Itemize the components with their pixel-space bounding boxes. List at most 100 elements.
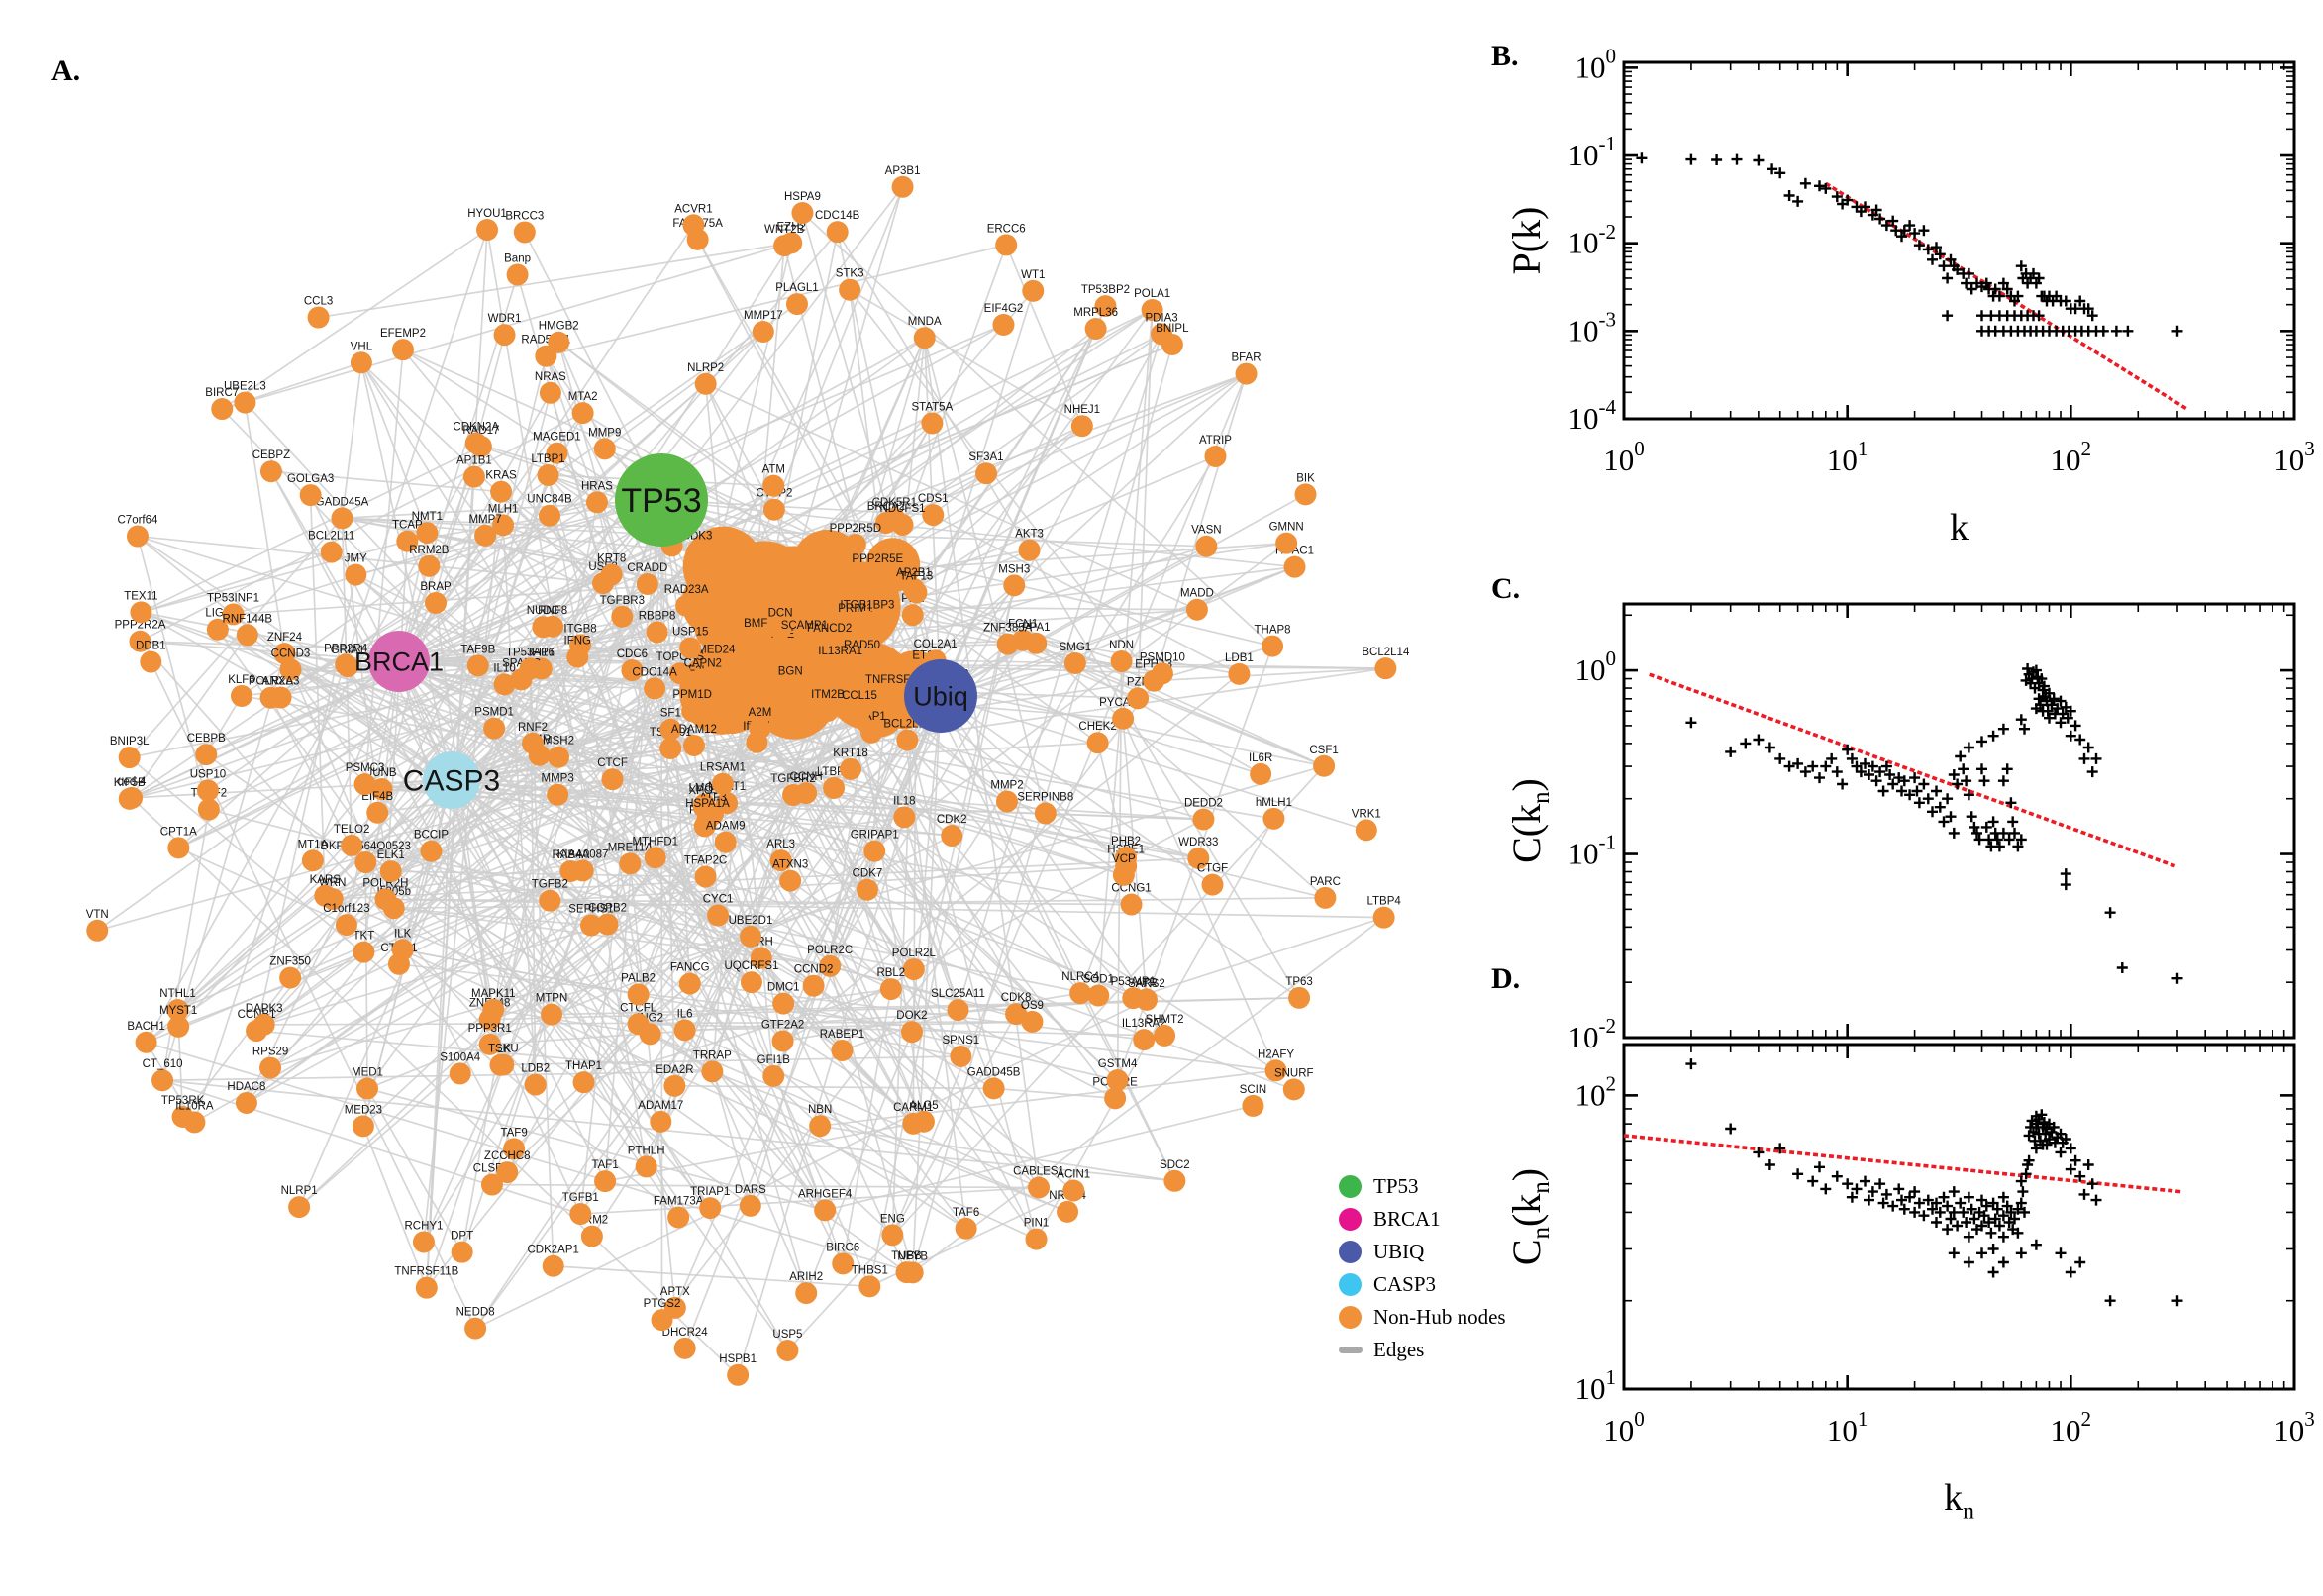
non-hub-node-label: UNC84B: [527, 494, 572, 506]
non-hub-node-circle: [493, 324, 516, 347]
network-node: DAPK3: [246, 1003, 283, 1036]
non-hub-node-label: MTHFD1: [632, 836, 678, 848]
non-hub-node-circle: [773, 235, 796, 257]
panel-b-xtick-label: 102: [2051, 437, 2092, 477]
non-hub-node-label: CCNH: [790, 771, 823, 783]
network-node: GADD45B: [967, 1066, 1021, 1100]
non-hub-node-label: CRADD: [627, 562, 667, 574]
network-edge: [516, 274, 808, 1294]
network-edge: [241, 303, 798, 697]
non-hub-node-label: PARC: [1310, 876, 1341, 888]
panel-b-x-axis-title: k: [1950, 507, 1969, 549]
non-hub-node-circle: [126, 525, 149, 548]
non-hub-node-label: HMGB2: [539, 321, 579, 333]
non-hub-node-label: TP53RK: [161, 1095, 205, 1107]
network-node: BRCC3: [505, 210, 544, 244]
non-hub-node-circle: [1112, 707, 1135, 730]
non-hub-node-label: HYOU1: [467, 208, 507, 220]
network-edge: [324, 331, 764, 897]
non-hub-node-label: USP5: [772, 1329, 802, 1341]
network-node: CDK2: [937, 814, 967, 848]
non-hub-node-circle: [1192, 808, 1215, 831]
network-node: USP10: [190, 768, 226, 802]
non-hub-node-label: SEPHS1: [568, 904, 613, 916]
non-hub-node-label: C7orf64: [118, 515, 159, 527]
network-node: SERPINB8: [1017, 791, 1073, 825]
network-node: MMP17: [744, 310, 783, 344]
network-edge: [579, 645, 826, 1211]
non-hub-node-circle: [675, 594, 698, 617]
non-hub-node-circle: [374, 888, 397, 911]
network-node: DMC1: [767, 982, 799, 1015]
non-hub-node-label: RAB4A: [553, 849, 590, 861]
non-hub-node-circle: [566, 646, 589, 668]
non-hub-node-label: MNDA: [908, 316, 942, 328]
network-edge: [940, 695, 1127, 867]
non-hub-node-circle: [705, 654, 728, 677]
non-hub-node-circle: [823, 776, 846, 799]
non-hub-node-label: PTHLH: [628, 1145, 665, 1156]
non-hub-node-label: CDK5R1: [872, 497, 917, 509]
non-hub-node-label: SHMT2: [1146, 1014, 1184, 1026]
non-hub-node-circle: [490, 480, 513, 503]
network-node: RAD23A: [664, 584, 709, 617]
network-node: BIRC6: [826, 1242, 859, 1275]
non-hub-node-circle: [1141, 299, 1163, 322]
non-hub-node-circle: [506, 263, 529, 286]
network-edge: [547, 474, 1017, 1015]
non-hub-node-circle: [211, 398, 234, 421]
non-hub-node-label: VASN: [1191, 525, 1221, 537]
non-hub-node-label: CDC6: [617, 648, 648, 660]
network-edge: [493, 728, 784, 1043]
network-node: ENG: [880, 1213, 905, 1247]
non-hub-node-label: GOLGA3: [287, 473, 334, 485]
network-node: PLAGL1: [775, 282, 819, 316]
network-edge: [270, 470, 648, 1167]
non-hub-node-circle: [829, 656, 852, 679]
non-hub-node-label: CDK2: [937, 814, 967, 826]
non-hub-node-circle: [451, 1241, 473, 1263]
network-edge: [145, 446, 482, 1044]
network-edge: [398, 538, 671, 662]
non-hub-node-circle: [412, 1231, 435, 1253]
network-node: MTHFD1: [632, 836, 678, 869]
network-node: CSF1: [1309, 745, 1339, 777]
network-node: VRK1: [1352, 808, 1381, 842]
non-hub-node-label: RNF144B: [223, 613, 273, 625]
network-node: BFAR: [1232, 352, 1262, 385]
non-hub-node-circle: [234, 391, 256, 414]
non-hub-node-label: LDB1: [1225, 652, 1254, 664]
non-hub-node-label: GFI1B: [758, 1054, 791, 1066]
network-node: S100A4: [440, 1051, 481, 1085]
network-edge: [1096, 743, 1127, 858]
network-node: SF3A1: [968, 451, 1004, 485]
network-edge: [805, 1031, 913, 1294]
non-hub-node-label: ALG5: [909, 1100, 938, 1112]
non-hub-node-circle: [492, 1053, 515, 1076]
network-node: SLC25A11: [931, 988, 985, 1022]
network-node: MED24: [697, 644, 736, 677]
non-hub-node-circle: [600, 563, 623, 586]
network-edge: [557, 342, 606, 449]
non-hub-node-circle: [418, 554, 441, 577]
brca1-hub-circle: [368, 631, 430, 692]
network-edge: [360, 361, 709, 821]
non-hub-node-label: TELO2: [334, 824, 369, 836]
non-hub-node-label: BIK: [1296, 472, 1315, 484]
network-edge: [934, 328, 1097, 661]
non-hub-node-label: NTHL1: [159, 988, 195, 1000]
non-hub-node-circle: [1264, 1059, 1287, 1082]
network-node: KIAA0087: [557, 848, 608, 882]
non-hub-node-label: TEX11: [124, 590, 157, 602]
network-edge: [488, 1019, 582, 1215]
non-hub-node-label: NEDD8: [456, 1307, 495, 1319]
network-node: IL13RA1: [818, 646, 862, 679]
non-hub-node-circle: [995, 234, 1018, 256]
network-node: USP5: [772, 1329, 802, 1361]
network-edge: [841, 455, 1217, 1051]
non-hub-node-label: BCCIP: [414, 830, 449, 842]
network-node: SNURF: [1274, 1067, 1314, 1101]
non-hub-node-circle: [802, 974, 825, 997]
network-node: ACIN1: [1057, 1168, 1090, 1202]
non-hub-node-circle: [844, 534, 866, 556]
